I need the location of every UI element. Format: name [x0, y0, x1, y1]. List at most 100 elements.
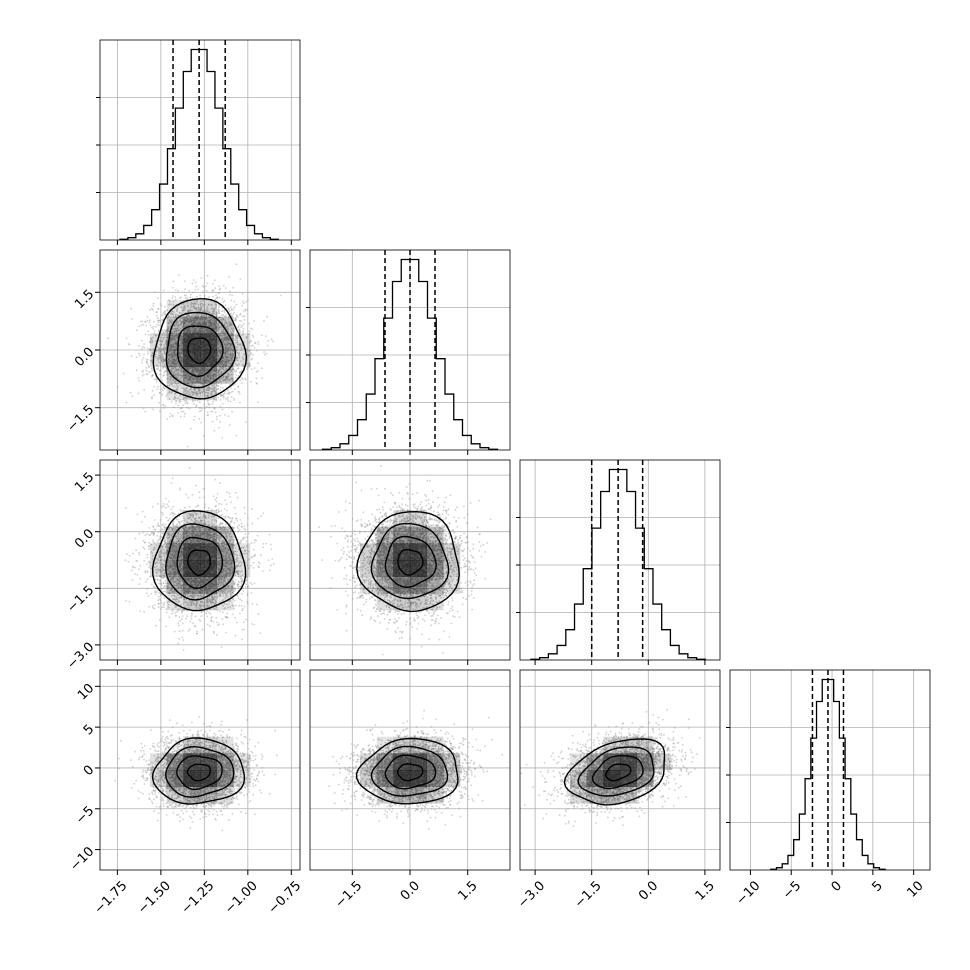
- sample-point: [216, 340, 219, 343]
- sample-point: [236, 357, 239, 359]
- sample-point: [241, 292, 244, 295]
- sample-point: [172, 367, 175, 370]
- sample-point: [207, 414, 210, 416]
- sample-point: [149, 371, 152, 373]
- sample-point: [129, 391, 132, 394]
- sample-point: [162, 404, 165, 406]
- sample-point: [219, 361, 222, 364]
- sample-point: [171, 365, 174, 368]
- sample-point: [149, 341, 152, 344]
- sample-point: [170, 312, 173, 315]
- sample-point: [218, 312, 221, 315]
- sample-point: [237, 359, 239, 362]
- sample-point: [217, 324, 220, 326]
- sample-point: [236, 337, 239, 340]
- sample-point: [164, 370, 167, 373]
- sample-point: [196, 393, 199, 396]
- sample-point: [212, 323, 215, 325]
- sample-point: [151, 340, 154, 343]
- sample-point: [163, 360, 166, 362]
- sample-point: [221, 408, 224, 411]
- sample-point: [171, 414, 174, 417]
- sample-point: [232, 313, 235, 315]
- sample-point: [241, 377, 243, 379]
- sample-point: [213, 406, 215, 409]
- sample-point: [192, 384, 195, 387]
- sample-point: [192, 279, 195, 281]
- sample-point: [207, 331, 210, 334]
- sample-point: [206, 274, 209, 277]
- sample-point: [186, 368, 189, 371]
- sample-point: [181, 348, 184, 351]
- sample-point: [213, 322, 216, 325]
- sample-point: [225, 352, 228, 355]
- sample-point: [206, 282, 209, 285]
- sample-point: [233, 306, 236, 308]
- sample-point: [217, 396, 220, 399]
- sample-point: [161, 340, 164, 343]
- sample-point: [227, 353, 230, 356]
- sample-point: [200, 369, 203, 372]
- sample-point: [218, 381, 221, 383]
- sample-point: [151, 396, 154, 399]
- sample-point: [213, 408, 216, 410]
- sample-point: [217, 322, 220, 324]
- sample-point: [208, 296, 211, 298]
- sample-point: [161, 336, 164, 339]
- sample-point: [210, 323, 213, 326]
- sample-point: [179, 366, 181, 368]
- sample-point: [178, 312, 181, 315]
- sample-point: [211, 319, 214, 322]
- sample-point: [202, 291, 204, 293]
- sample-point: [217, 347, 219, 349]
- sample-point: [195, 330, 197, 332]
- sample-point: [209, 380, 212, 383]
- sample-point: [205, 317, 207, 319]
- sample-point: [219, 368, 222, 371]
- sample-point: [263, 320, 265, 322]
- sample-point: [189, 317, 192, 320]
- sample-point: [217, 306, 220, 309]
- sample-point: [170, 339, 173, 342]
- sample-point: [176, 371, 179, 374]
- sample-point: [183, 371, 185, 374]
- sample-point: [188, 328, 191, 331]
- sample-point: [243, 628, 246, 631]
- sample-point: [225, 356, 228, 359]
- sample-point: [151, 389, 154, 392]
- sample-point: [197, 367, 200, 370]
- sample-point: [172, 348, 175, 351]
- sample-point: [245, 580, 248, 582]
- sample-point: [236, 496, 239, 499]
- sample-point: [153, 321, 155, 323]
- sample-point: [215, 369, 218, 371]
- sample-point: [177, 412, 179, 414]
- sample-point: [233, 368, 235, 371]
- sample-point: [178, 311, 181, 314]
- sample-point: [238, 391, 241, 393]
- sample-point: [175, 343, 178, 346]
- sample-point: [206, 374, 209, 377]
- sample-point: [177, 327, 179, 329]
- sample-point: [248, 333, 251, 336]
- sample-point: [182, 398, 184, 401]
- sample-point: [222, 359, 225, 362]
- sample-point: [207, 380, 209, 383]
- sample-point: [242, 315, 244, 318]
- sample-point: [190, 301, 193, 304]
- sample-point: [154, 604, 156, 606]
- sample-point: [201, 380, 203, 382]
- sample-point: [198, 323, 201, 326]
- sample-point: [248, 330, 251, 333]
- sample-point: [225, 348, 227, 351]
- sample-point: [235, 351, 238, 354]
- sample-point: [195, 404, 198, 407]
- sample-point: [205, 389, 208, 391]
- sample-point: [160, 360, 163, 363]
- sample-point: [250, 345, 253, 347]
- sample-point: [149, 324, 152, 327]
- sample-point: [164, 313, 167, 315]
- sample-point: [208, 325, 211, 327]
- sample-point: [162, 331, 165, 334]
- sample-point: [173, 366, 176, 369]
